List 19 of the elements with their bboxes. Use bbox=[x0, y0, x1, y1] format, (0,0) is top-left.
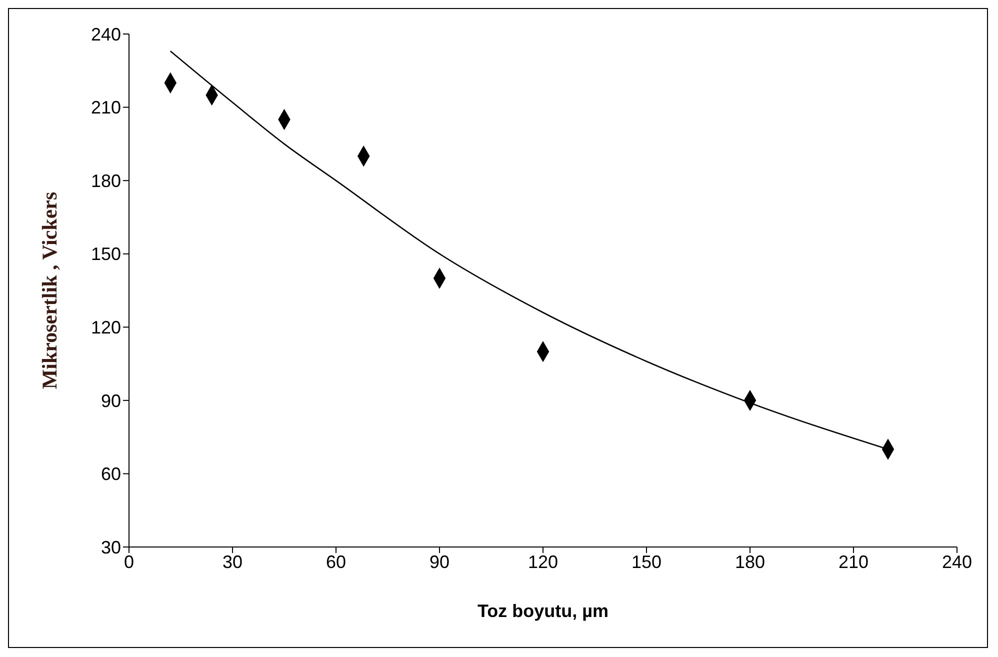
x-axis-title: Toz boyutu, µm bbox=[477, 601, 609, 621]
y-tick-label: 30 bbox=[100, 537, 121, 558]
x-tick-label: 90 bbox=[429, 552, 450, 572]
y-tick-label: 150 bbox=[90, 244, 121, 264]
y-tick-label: 240 bbox=[90, 24, 121, 44]
x-tick-label: 60 bbox=[326, 552, 346, 572]
y-tick-label: 60 bbox=[100, 464, 121, 484]
x-tick-label: 210 bbox=[838, 552, 869, 572]
x-tick-label: 30 bbox=[222, 552, 243, 572]
y-tick-label: 90 bbox=[100, 390, 121, 411]
y-tick-label: 180 bbox=[90, 170, 121, 191]
y-tick-label: 120 bbox=[90, 318, 121, 338]
x-tick-label: 0 bbox=[124, 552, 134, 572]
x-tick-label: 150 bbox=[631, 552, 662, 572]
x-tick-label: 240 bbox=[942, 552, 972, 572]
y-tick-label: 210 bbox=[90, 98, 121, 118]
x-tick-label: 180 bbox=[734, 552, 766, 572]
x-tick-label: 120 bbox=[528, 552, 558, 572]
y-axis-title: Mikrosertlik , Vickers bbox=[37, 192, 62, 390]
